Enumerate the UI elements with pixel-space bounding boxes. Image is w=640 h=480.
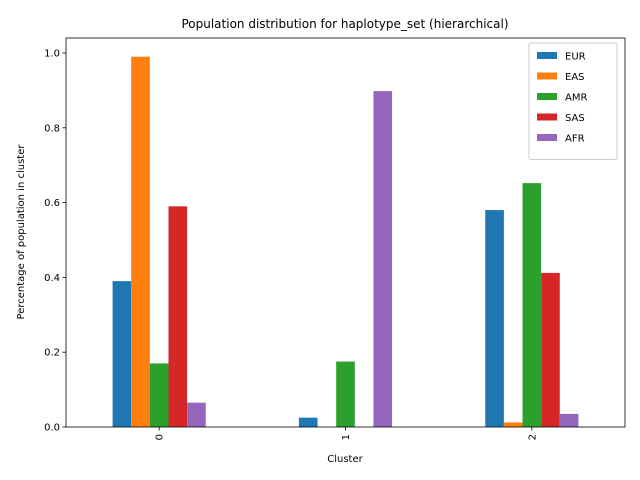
y-axis-label: Percentage of population in cluster — [16, 144, 27, 320]
bar-sas-cluster-0 — [168, 206, 188, 427]
legend-swatch-afr — [537, 134, 557, 141]
x-tick-label: 0 — [155, 434, 166, 440]
x-axis-label: Cluster — [327, 454, 363, 465]
legend: EUR EAS AMR SAS AFR — [528, 42, 618, 160]
bar-eur-cluster-2 — [485, 210, 504, 427]
bar-afr-cluster-1 — [373, 91, 393, 428]
y-tick-label: 1.0 — [44, 48, 60, 59]
bar-amr-cluster-0 — [149, 363, 169, 427]
bar-eas-cluster-2 — [503, 422, 523, 427]
y-axis: 0.0 0.2 0.4 0.6 0.8 1.0 — [44, 48, 66, 434]
bar-amr-cluster-1 — [336, 361, 355, 427]
y-tick-label: 0.4 — [44, 273, 60, 284]
chart-title: Population distribution for haplotype_se… — [181, 17, 508, 31]
legend-swatch-sas — [537, 113, 557, 121]
bar-afr-cluster-2 — [559, 413, 579, 427]
y-tick-label: 0.0 — [44, 423, 60, 434]
bar-eur-cluster-0 — [112, 281, 132, 428]
x-tick-label: 2 — [527, 434, 538, 440]
legend-swatch-eas — [537, 72, 557, 80]
bar-afr-cluster-0 — [187, 402, 206, 427]
y-tick-label: 0.2 — [44, 348, 60, 359]
y-tick-label: 0.6 — [44, 198, 60, 209]
legend-label-amr: AMR — [565, 93, 587, 104]
legend-swatch-amr — [537, 93, 557, 100]
bar-eas-cluster-0 — [131, 56, 150, 427]
x-axis: 0 1 2 — [155, 427, 538, 440]
legend-box — [528, 42, 618, 160]
bars-group — [112, 56, 579, 428]
x-tick-label: 1 — [341, 434, 352, 440]
legend-label-eur: EUR — [565, 52, 586, 63]
legend-swatch-eur — [537, 52, 557, 59]
legend-label-eas: EAS — [565, 72, 585, 83]
bar-sas-cluster-2 — [541, 272, 560, 427]
legend-label-afr: AFR — [565, 134, 585, 145]
bar-eur-cluster-1 — [298, 417, 318, 427]
legend-label-sas: SAS — [565, 113, 585, 124]
y-tick-label: 0.8 — [44, 123, 60, 134]
bar-amr-cluster-2 — [522, 183, 542, 427]
